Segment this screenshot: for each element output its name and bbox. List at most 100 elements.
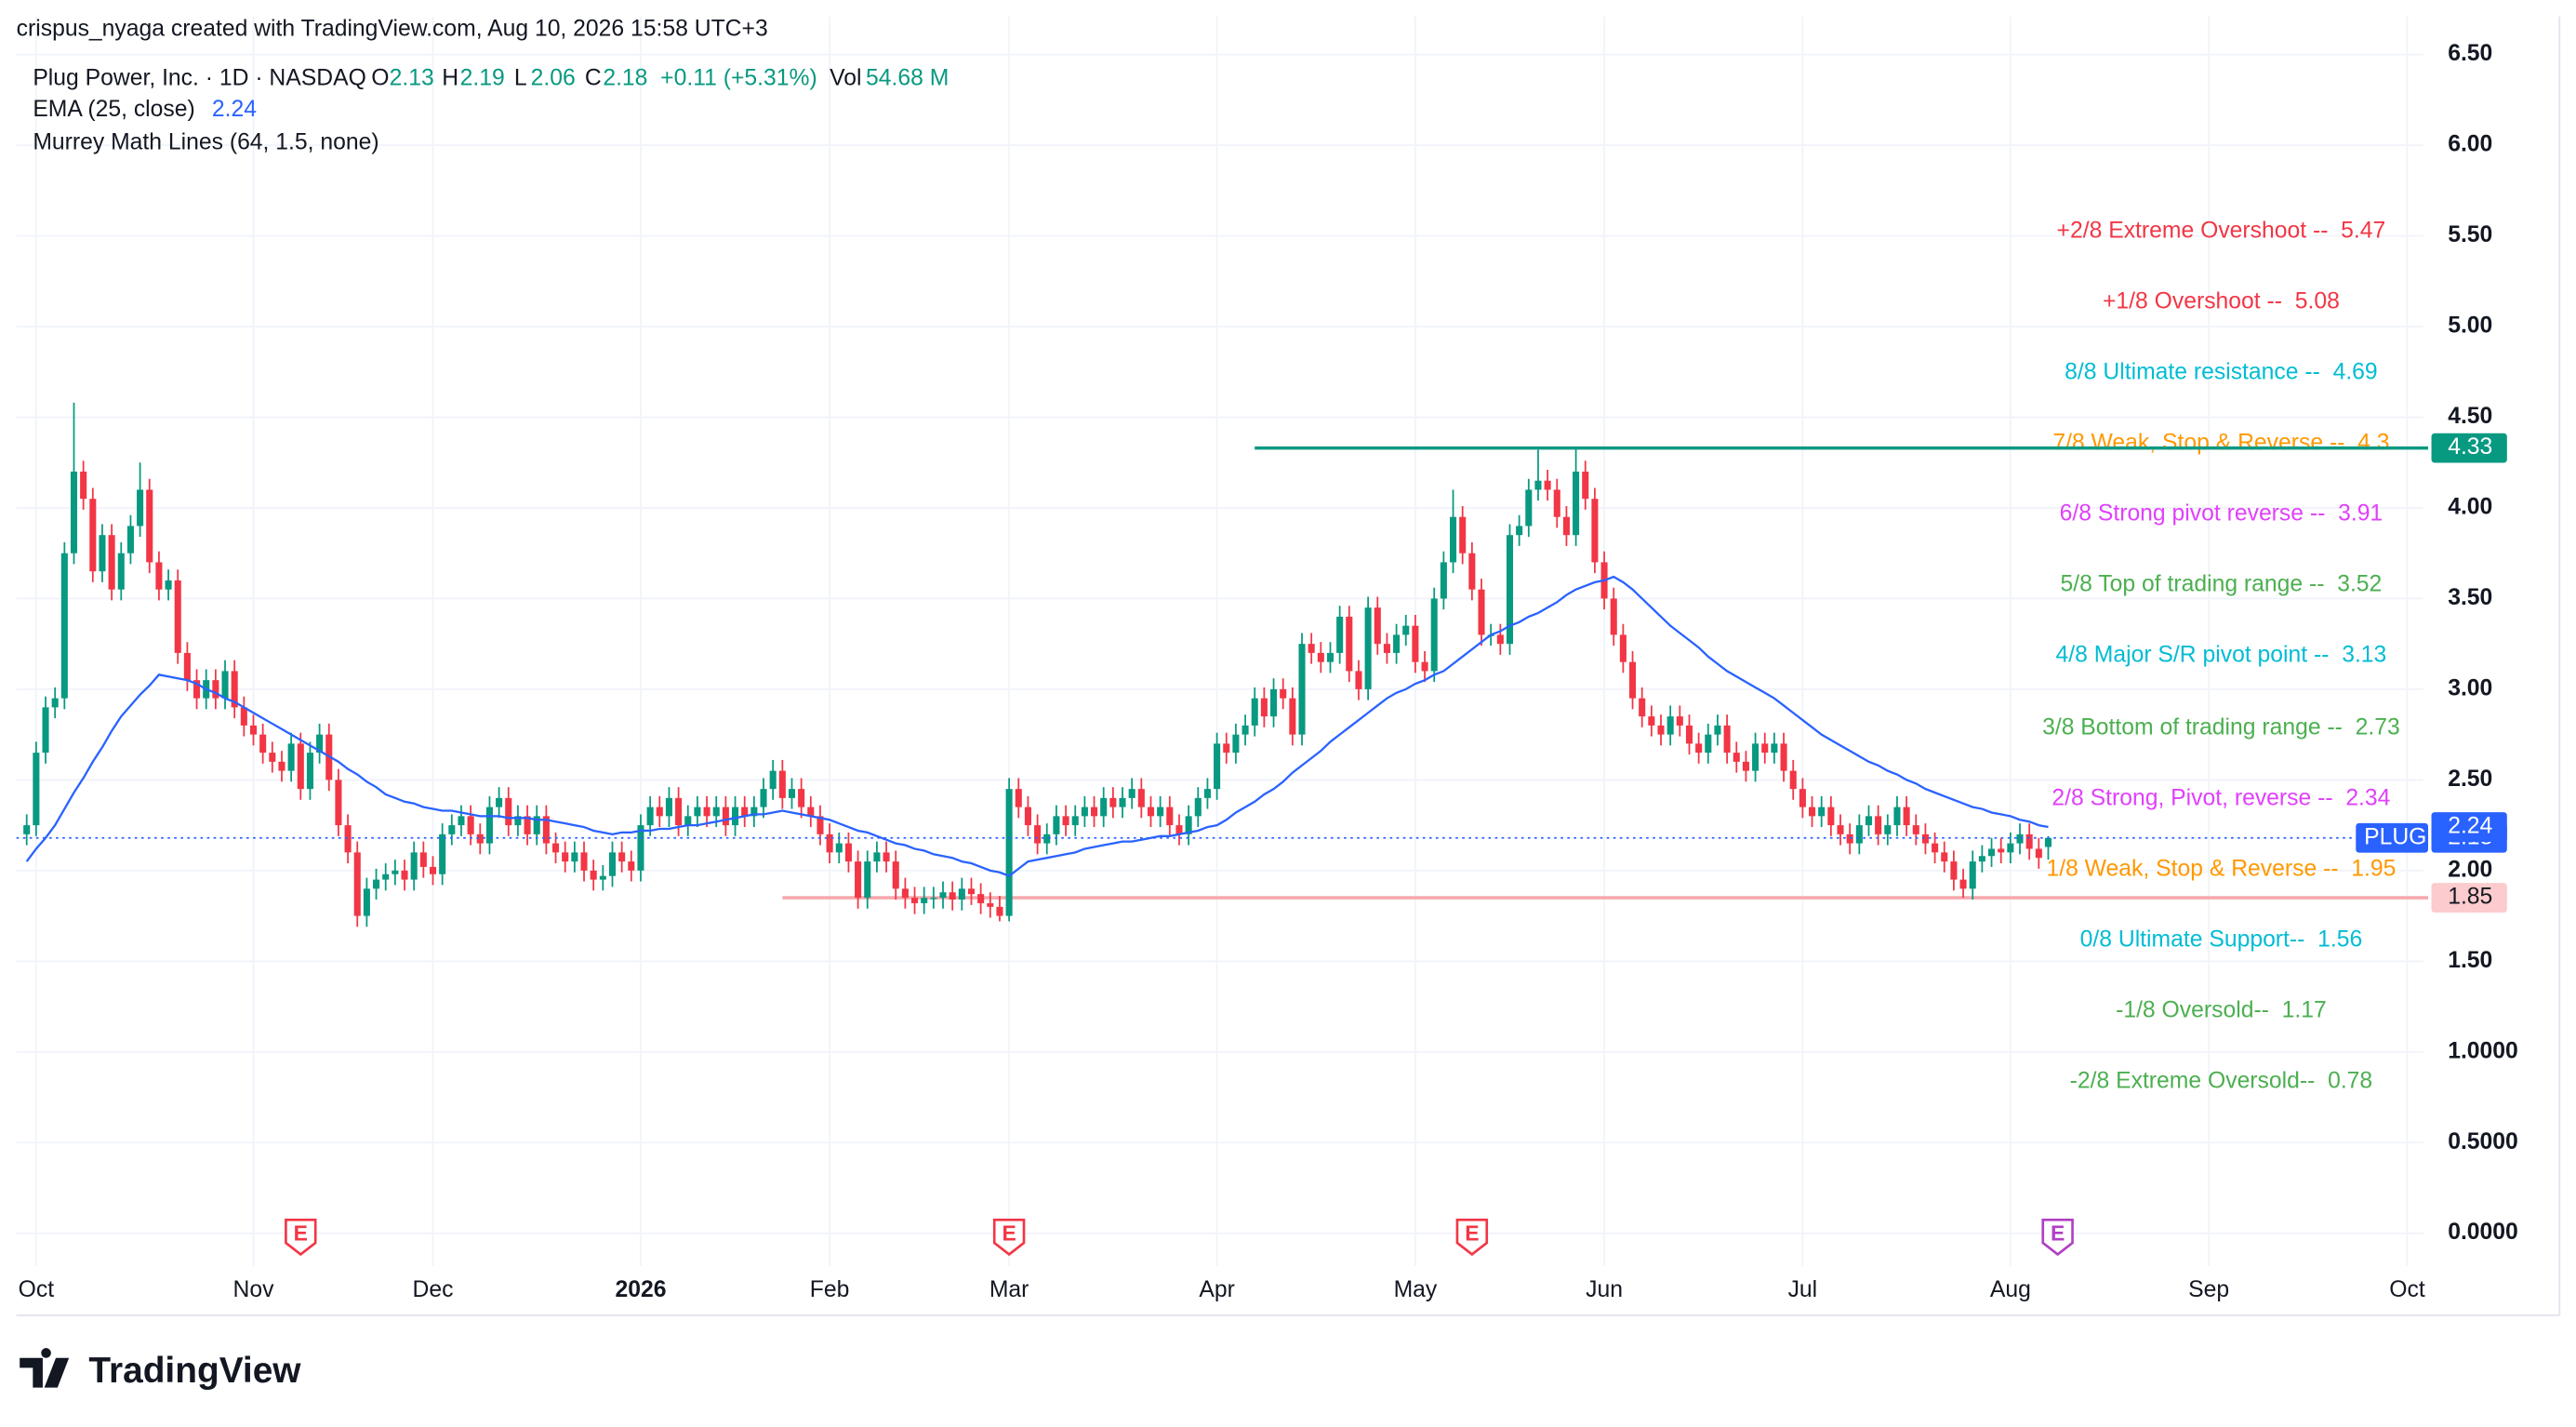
legend-c-value: 2.18: [603, 65, 647, 90]
candle-body: [864, 861, 871, 899]
candle-body: [1280, 688, 1287, 699]
candle-body: [2035, 848, 2042, 859]
x-tick-label: Apr: [1199, 1277, 1234, 1302]
candle-body: [1270, 688, 1278, 717]
murrey-level: 5/8 Top of trading range -- 3.52: [2061, 571, 2383, 596]
candle-body: [146, 489, 153, 563]
candle-body: [363, 888, 370, 916]
candle-body: [1157, 807, 1164, 817]
x-tick-label: Dec: [413, 1277, 454, 1302]
y-tick-label: 0.5000: [2448, 1129, 2518, 1154]
candle-body: [637, 825, 644, 871]
candle-body: [1676, 716, 1683, 726]
murrey-level: 0/8 Ultimate Support-- 1.56: [2080, 927, 2363, 953]
candle-body: [1921, 834, 1929, 844]
candle-body: [1752, 743, 1759, 771]
candle-body: [269, 753, 276, 762]
price-badge-label: 1.85: [2448, 885, 2492, 910]
candle-body: [1232, 734, 1240, 754]
candle-body: [788, 789, 796, 798]
candle-body: [1969, 861, 1976, 889]
candle-body: [1582, 471, 1589, 500]
candle-body: [485, 807, 493, 844]
candle-body: [1034, 825, 1042, 844]
candle-body: [760, 789, 767, 807]
legend-change: +0.11 (+5.31%): [660, 65, 817, 90]
logo-mark: [20, 1348, 70, 1388]
candle-body: [1573, 471, 1580, 536]
ema-badge: [2431, 812, 2507, 842]
murrey-level: +2/8 Extreme Overshoot -- 5.47: [2057, 218, 2386, 243]
candle-body: [1308, 644, 1315, 653]
candle-body: [1364, 607, 1372, 689]
legend-murrey: Murrey Math Lines (64, 1.5, none): [33, 129, 378, 154]
candle-body: [1629, 661, 1637, 699]
candle-body: [769, 770, 777, 790]
x-tick-label: Sep: [2188, 1277, 2229, 1302]
candle-body: [1336, 616, 1344, 653]
candle-body: [514, 816, 522, 826]
candle-body: [1119, 797, 1126, 807]
candle-body: [1374, 607, 1381, 645]
candle-body: [410, 852, 418, 880]
candle-body: [807, 807, 815, 817]
candle-body: [1242, 725, 1249, 735]
candle-body: [1525, 489, 1533, 527]
candle-body: [712, 807, 720, 817]
legend-vol-label: Vol: [830, 65, 861, 90]
candle-body: [1903, 807, 1910, 826]
candle-body: [656, 807, 663, 817]
candle-body: [1818, 807, 1826, 817]
candle-body: [439, 834, 446, 874]
candle-body: [1695, 743, 1703, 754]
candle-body: [883, 852, 890, 862]
legend-ema: EMA (25, close): [33, 97, 194, 122]
candle-body: [675, 797, 683, 826]
candle-body: [1771, 743, 1778, 754]
y-tick-label: 0.0000: [2448, 1220, 2518, 1245]
symbol-badge-label: PLUG: [2364, 824, 2426, 849]
y-tick-label: 4.50: [2448, 404, 2492, 429]
candle-body: [278, 761, 285, 771]
candle-body: [1639, 698, 1646, 717]
candle-body: [297, 743, 304, 790]
candle-body: [1742, 761, 1749, 771]
candle-body: [2007, 843, 2014, 853]
candle-body: [646, 807, 654, 826]
candle-body: [930, 898, 937, 900]
candle-body: [1383, 644, 1390, 653]
candle-body: [1393, 634, 1401, 653]
candle-body: [108, 535, 115, 590]
ema-badge-label: 2.24: [2448, 814, 2492, 839]
candle-body: [1166, 807, 1174, 826]
candle-body: [458, 816, 465, 826]
legend-o-label: O: [371, 65, 389, 90]
candle-body: [467, 816, 474, 834]
x-tick-label: Mar: [989, 1277, 1029, 1302]
y-tick-label: 3.00: [2448, 675, 2492, 700]
candle-body: [1412, 625, 1419, 662]
murrey-level: 7/8 Weak, Stop & Reverse -- 4.3: [2052, 430, 2389, 455]
candle-body: [1326, 652, 1334, 662]
candle-body: [958, 888, 965, 900]
candle-body: [42, 707, 49, 754]
x-tick-label: Oct: [19, 1277, 55, 1302]
candle-body: [1619, 634, 1627, 662]
candle-body: [835, 843, 843, 853]
candle-body: [1610, 598, 1617, 635]
candle-body: [1430, 598, 1438, 672]
candle-body: [524, 816, 531, 834]
candle-body: [1091, 807, 1098, 817]
candle-body: [1081, 807, 1088, 817]
murrey-level: 3/8 Bottom of trading range -- 2.73: [2042, 714, 2400, 740]
candle-body: [608, 852, 617, 876]
candle-body: [137, 489, 144, 527]
x-tick-label: Oct: [2389, 1277, 2425, 1302]
candle-body: [1478, 589, 1485, 635]
candle-body: [1789, 770, 1797, 790]
candle-body: [1648, 716, 1655, 726]
x-tick-label: 2026: [615, 1277, 666, 1302]
candle-body: [221, 671, 229, 699]
candle-body: [628, 861, 635, 871]
candle-body: [684, 816, 692, 826]
